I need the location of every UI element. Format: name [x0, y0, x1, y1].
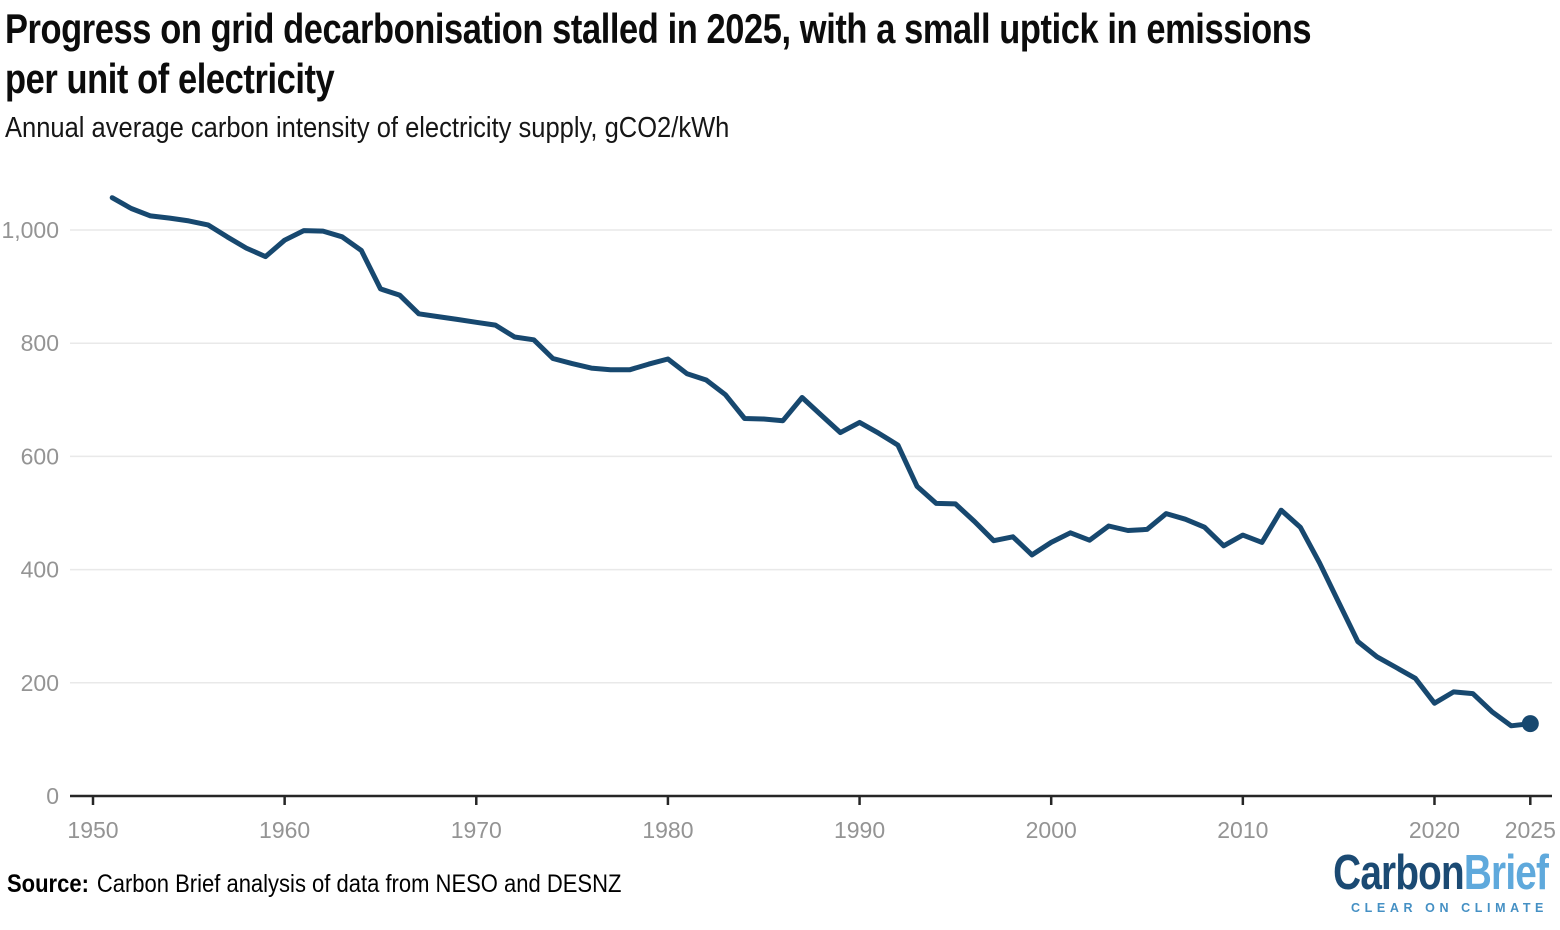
logo-tagline: CLEAR ON CLIMATE	[1351, 901, 1548, 915]
y-tick-label-0: 0	[46, 783, 59, 809]
logo-word-carbon: Carbon	[1333, 846, 1465, 900]
y-tick-label-800: 800	[21, 330, 59, 356]
source-label: Source:	[7, 870, 89, 898]
latest-year-marker	[1521, 715, 1539, 733]
carbonbrief-logo: CarbonBrief CLEAR ON CLIMATE	[1276, 846, 1549, 915]
logo-wordmark: CarbonBrief	[1333, 846, 1549, 900]
x-tick-label-1970: 1970	[451, 817, 502, 843]
x-tick-label-1960: 1960	[259, 817, 310, 843]
x-tick-label-2010: 2010	[1217, 817, 1268, 843]
y-tick-label-1000: 1,000	[1, 217, 59, 243]
title-line-2: per unit of electricity	[5, 55, 335, 102]
source-text: Carbon Brief analysis of data from NESO …	[96, 870, 622, 898]
source-note: Source: Carbon Brief analysis of data fro…	[7, 870, 621, 899]
x-tick-label-2020: 2020	[1409, 817, 1460, 843]
carbon-intensity-line-chart: 0 200 400 600 800 1,000 1950 1960 1970 1980 1990 20…	[1, 195, 1556, 843]
logo-word-brief: Brief	[1463, 846, 1549, 900]
y-tick-label-600: 600	[21, 443, 59, 469]
x-tick-label-2000: 2000	[1026, 817, 1077, 843]
chart-subtitle: Annual average carbon intensity of elect…	[5, 112, 730, 144]
page-title: Progress on grid decarbonisation stalled…	[5, 4, 1312, 104]
x-tick-label-1980: 1980	[642, 817, 693, 843]
x-tick-label-1950: 1950	[67, 817, 118, 843]
x-tick-label-1990: 1990	[834, 817, 885, 843]
y-tick-label-400: 400	[21, 557, 59, 583]
x-tick-label-2025: 2025	[1505, 817, 1556, 843]
y-tick-label-200: 200	[21, 670, 59, 696]
title-line-1: Progress on grid decarbonisation stalled…	[5, 5, 1312, 52]
carbon-intensity-line	[109, 195, 1533, 729]
